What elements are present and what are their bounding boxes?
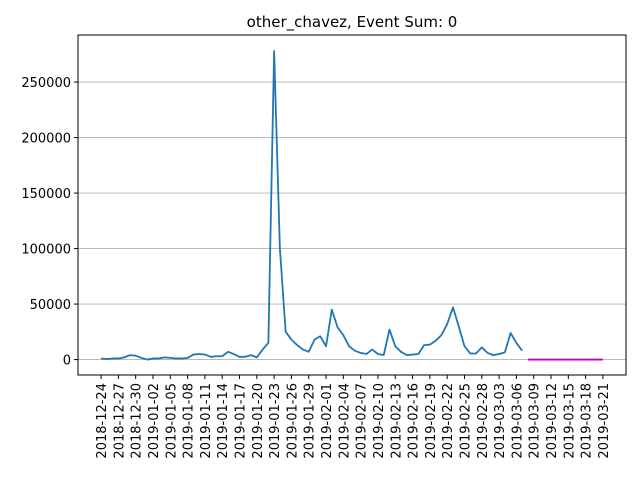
y-tick-label: 200000	[21, 132, 71, 147]
x-tick-label: 2019-01-11	[199, 383, 214, 459]
x-tick-label: 2019-01-20	[251, 383, 266, 459]
x-tick-label: 2019-02-22	[441, 383, 456, 459]
y-tick-label: 0	[63, 354, 71, 369]
x-tick-label: 2019-03-21	[597, 383, 612, 459]
x-tick-label: 2019-02-13	[389, 383, 404, 459]
x-tick-label: 2019-02-04	[337, 383, 352, 459]
x-tick-label: 2019-01-23	[268, 383, 283, 459]
x-tick-label: 2019-01-05	[164, 383, 179, 459]
y-tick-label: 250000	[21, 76, 71, 91]
y-tick-label: 100000	[21, 243, 71, 258]
x-tick-label: 2019-02-10	[372, 383, 387, 459]
x-tick-label: 2019-01-08	[182, 383, 197, 459]
x-tick-label: 2019-01-02	[147, 383, 162, 459]
x-tick-label: 2019-02-16	[407, 383, 422, 459]
x-tick-label: 2019-03-15	[562, 383, 577, 459]
x-tick-label: 2019-02-25	[458, 383, 473, 459]
x-tick-label: 2019-02-07	[355, 383, 370, 459]
x-tick-label: 2019-01-26	[285, 383, 300, 459]
x-tick-label: 2019-01-14	[216, 383, 231, 459]
x-tick-label: 2019-01-29	[303, 383, 318, 459]
x-tick-label: 2019-02-01	[320, 383, 335, 459]
x-tick-label: 2018-12-27	[112, 383, 127, 459]
x-tick-label: 2019-02-28	[476, 383, 491, 459]
x-tick-label: 2019-02-19	[424, 383, 439, 459]
line-series	[100, 50, 523, 361]
x-tick-label: 2019-01-17	[234, 383, 249, 459]
x-tick-label: 2018-12-30	[130, 383, 145, 459]
chart-title: other_chavez, Event Sum: 0	[247, 13, 458, 32]
x-tick-label: 2019-03-18	[580, 383, 595, 459]
x-tick-label: 2018-12-24	[95, 383, 110, 459]
x-tick-label: 2019-03-12	[545, 383, 560, 459]
x-tick-label: 2019-03-03	[493, 383, 508, 459]
x-tick-label: 2019-03-06	[510, 383, 525, 459]
y-tick-label: 150000	[21, 187, 71, 202]
x-tick-label: 2019-03-09	[528, 383, 543, 459]
plot-frame	[77, 34, 627, 376]
y-tick-label: 50000	[30, 298, 71, 313]
